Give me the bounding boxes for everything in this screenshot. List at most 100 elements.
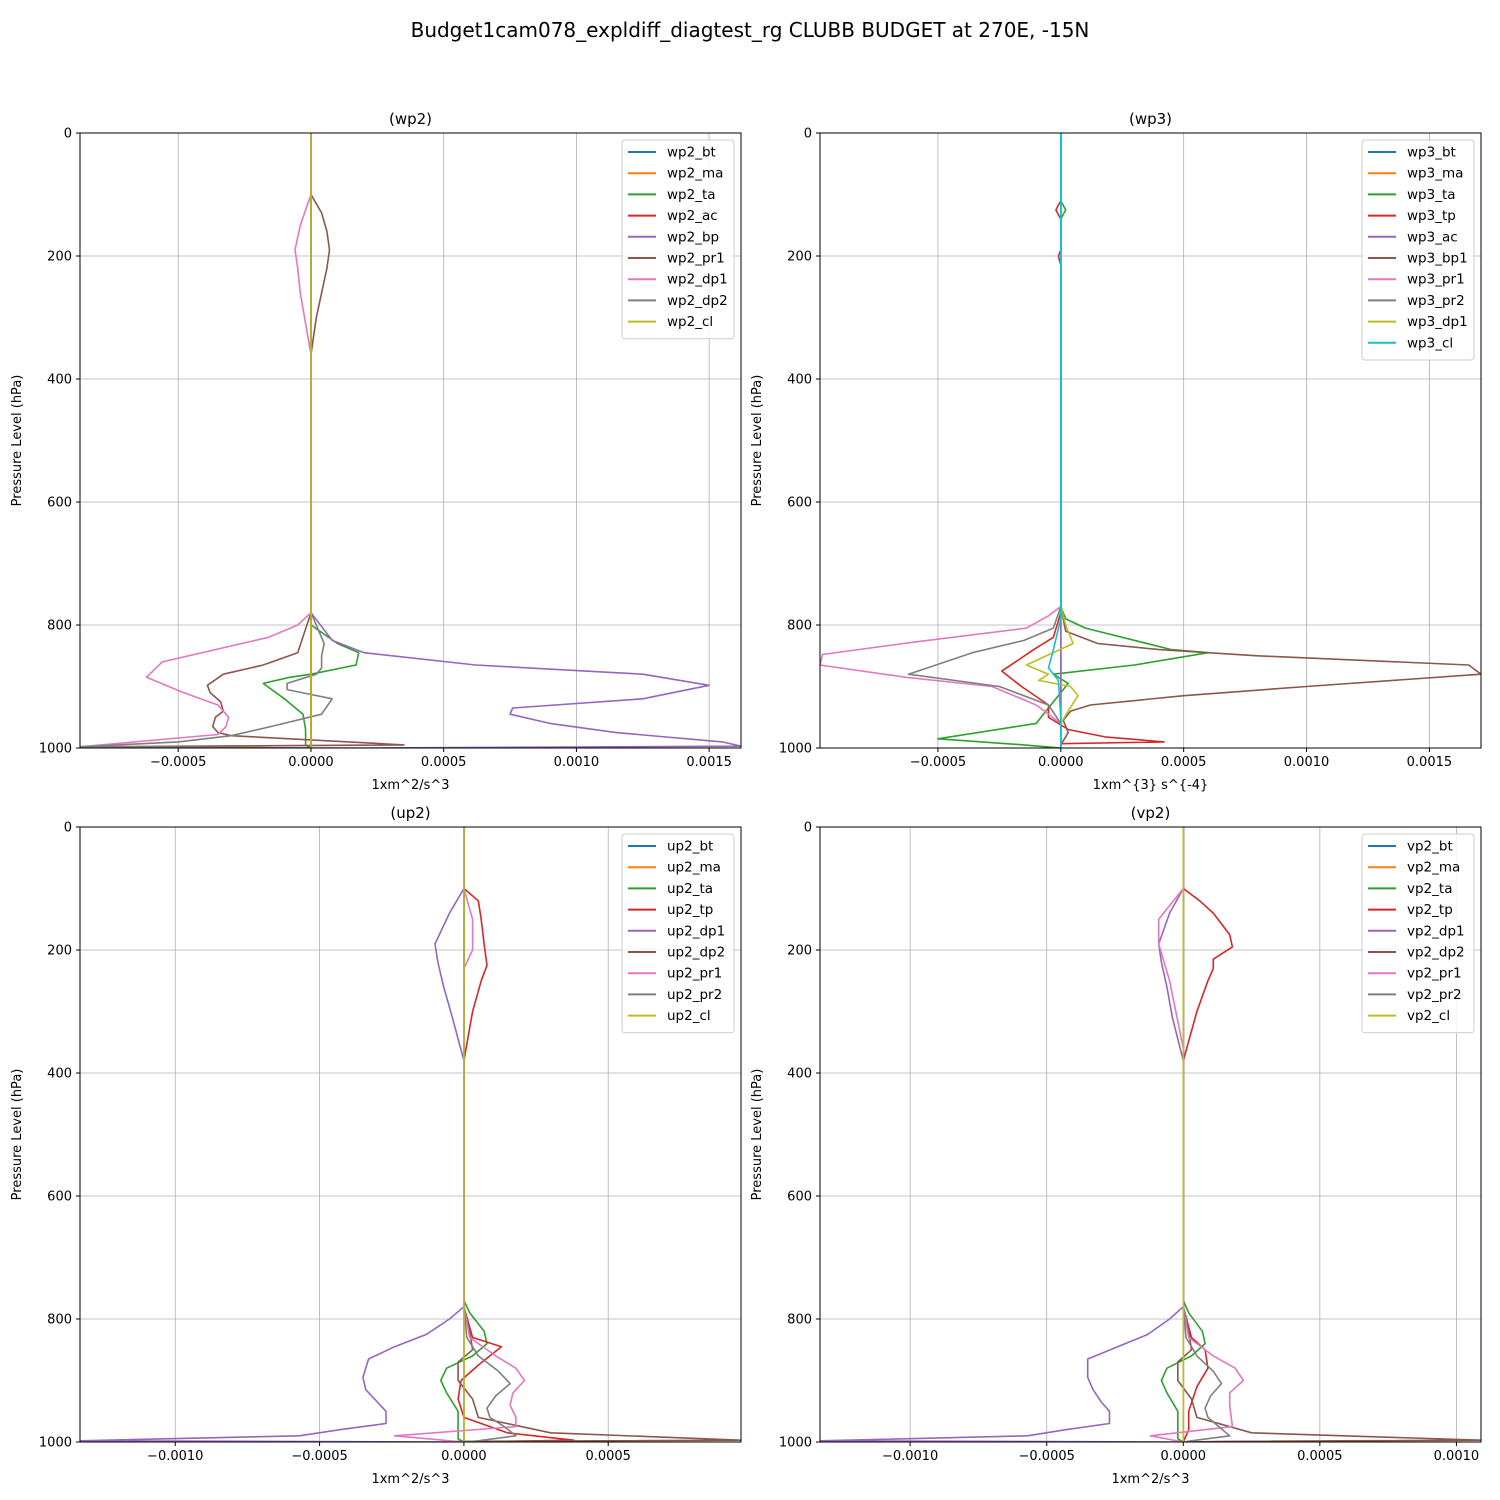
- series-lines: [820, 133, 1481, 748]
- legend-box: [621, 833, 735, 1034]
- legend-label: up2_bt: [667, 839, 713, 855]
- x-tick-label: 0.0005: [1161, 755, 1207, 770]
- x-tick-label: 0.0000: [441, 1449, 487, 1464]
- legend-label: vp2_bt: [1407, 839, 1453, 855]
- y-tick-label: 800: [47, 619, 72, 634]
- x-tick-label: −0.0005: [150, 755, 206, 770]
- legend: wp3_bt wp3_ma wp3_ta wp3_tp wp3_ac wp3_bp1 wp3…: [1361, 139, 1475, 361]
- y-tick-label: 1000: [779, 1436, 812, 1451]
- y-tick-label: 200: [787, 250, 812, 265]
- series-line-wp3_cl: [1047, 133, 1062, 748]
- legend-label: wp3_ta: [1407, 187, 1456, 203]
- series-line-wp2_dp2: [80, 133, 334, 748]
- y-tick-label: 600: [47, 1190, 72, 1205]
- legend-label: wp2_bt: [667, 145, 716, 161]
- series-line-vp2_dp1: [820, 827, 1185, 1442]
- x-tick-label: 0.0010: [1284, 755, 1330, 770]
- legend-label: vp2_ta: [1407, 881, 1452, 897]
- y-tick-label: 600: [787, 1190, 812, 1205]
- legend-label: up2_ta: [667, 881, 713, 897]
- y-tick-label: 600: [787, 496, 812, 511]
- y-tick-label: 0: [804, 127, 812, 142]
- x-tick-label: 0.0010: [1434, 1449, 1480, 1464]
- x-tick-label: −0.0010: [882, 1449, 938, 1464]
- legend-label: vp2_dp2: [1407, 945, 1465, 961]
- x-tick-label: −0.0010: [147, 1449, 203, 1464]
- series-line-vp2_tp: [1182, 827, 1234, 1442]
- x-tick-label: 0.0005: [585, 1449, 631, 1464]
- x-tick-label: 0.0000: [1038, 755, 1084, 770]
- series-line-wp2_bp: [310, 133, 741, 748]
- legend-label: wp3_dp1: [1407, 314, 1468, 330]
- y-tick-label: 400: [47, 1067, 72, 1082]
- y-axis-label: Pressure Level (hPa): [750, 1069, 765, 1201]
- series-line-wp2_dp1: [80, 133, 312, 748]
- series-line-up2_dp1: [80, 827, 465, 1442]
- x-axis-label: 1xm^2/s^3: [371, 778, 449, 793]
- y-tick-label: 800: [787, 1313, 812, 1328]
- legend-label: wp2_ac: [667, 208, 718, 224]
- x-tick-label: −0.0005: [291, 1449, 347, 1464]
- x-axis-label: 1xm^2/s^3: [1111, 1472, 1189, 1487]
- series-line-wp3_pr2: [907, 133, 1062, 748]
- x-tick-label: 0.0015: [1407, 755, 1453, 770]
- y-tick-label: 1000: [39, 1436, 72, 1451]
- series-line-up2_pr1: [393, 827, 526, 1442]
- legend-label: wp2_pr1: [667, 251, 725, 267]
- series-line-up2_dp2: [448, 827, 741, 1442]
- subplot-title: (up2): [390, 804, 430, 822]
- legend-label: wp3_pr1: [1407, 272, 1465, 288]
- legend-box: [621, 139, 735, 340]
- series-line-up2_ta: [439, 827, 488, 1442]
- y-tick-label: 400: [787, 1067, 812, 1082]
- legend-label: wp2_ta: [667, 187, 716, 203]
- y-tick-label: 1000: [779, 742, 812, 757]
- y-axis-label: Pressure Level (hPa): [10, 1069, 25, 1201]
- legend-label: up2_dp2: [667, 945, 725, 961]
- subplot-grid: −0.0005 0.0000 0.0005 0.0010 0.0015 0 200 400 60…: [10, 110, 1482, 1487]
- x-tick-label: −0.0005: [910, 755, 966, 770]
- subplot-wp2: −0.0005 0.0000 0.0005 0.0010 0.0015 0 200 400 60…: [10, 110, 742, 793]
- legend-label: wp3_bp1: [1407, 251, 1468, 267]
- series-line-vp2_pr2: [1182, 827, 1231, 1442]
- y-tick-label: 400: [47, 373, 72, 388]
- subplot-title: (wp2): [389, 110, 432, 128]
- plot-frame: [79, 826, 742, 1443]
- plot-frame: [819, 132, 1482, 749]
- legend-label: up2_ma: [667, 860, 721, 876]
- subplot-vp2: −0.0010 −0.0005 0.0000 0.0005 0.0010 0 200 400 6…: [750, 804, 1482, 1487]
- y-tick-label: 1000: [39, 742, 72, 757]
- plot-frame: [79, 132, 742, 749]
- legend-label: wp3_cl: [1407, 335, 1453, 351]
- y-tick-label: 200: [47, 250, 72, 265]
- legend-label: wp3_ac: [1407, 229, 1458, 245]
- x-tick-label: 0.0010: [554, 755, 600, 770]
- figure-title: Budget1cam078_expldiff_diagtest_rg CLUBB…: [411, 18, 1090, 42]
- series-line-vp2_ta: [1160, 827, 1206, 1442]
- y-tick-label: 600: [47, 496, 72, 511]
- series-line-wp3_bp1: [1060, 133, 1481, 748]
- y-tick-label: 0: [64, 821, 72, 836]
- legend-label: up2_pr2: [667, 987, 722, 1003]
- y-tick-label: 800: [787, 619, 812, 634]
- legend-label: wp2_dp2: [667, 293, 728, 309]
- series-line-wp2_pr1: [80, 133, 405, 748]
- y-tick-label: 200: [787, 944, 812, 959]
- series-line-wp3_dp1: [1025, 133, 1079, 748]
- legend-label: wp2_bp: [667, 229, 719, 245]
- legend-label: wp2_ma: [667, 166, 723, 182]
- legend: up2_bt up2_ma up2_ta up2_tp up2_dp1 up2_dp2up…: [621, 833, 735, 1034]
- series-lines: [80, 133, 741, 748]
- legend-label: wp3_pr2: [1407, 293, 1465, 309]
- legend-label: vp2_cl: [1407, 1008, 1450, 1024]
- series-line-up2_pr2: [463, 827, 517, 1442]
- legend-label: up2_dp1: [667, 923, 725, 939]
- legend-label: vp2_tp: [1407, 902, 1453, 918]
- y-axis-label: Pressure Level (hPa): [10, 375, 25, 507]
- legend-label: wp2_dp1: [667, 272, 728, 288]
- legend-label: vp2_dp1: [1407, 923, 1465, 939]
- x-axis-label: 1xm^{3} s^{-4}: [1093, 778, 1209, 793]
- legend-label: wp3_tp: [1407, 208, 1456, 224]
